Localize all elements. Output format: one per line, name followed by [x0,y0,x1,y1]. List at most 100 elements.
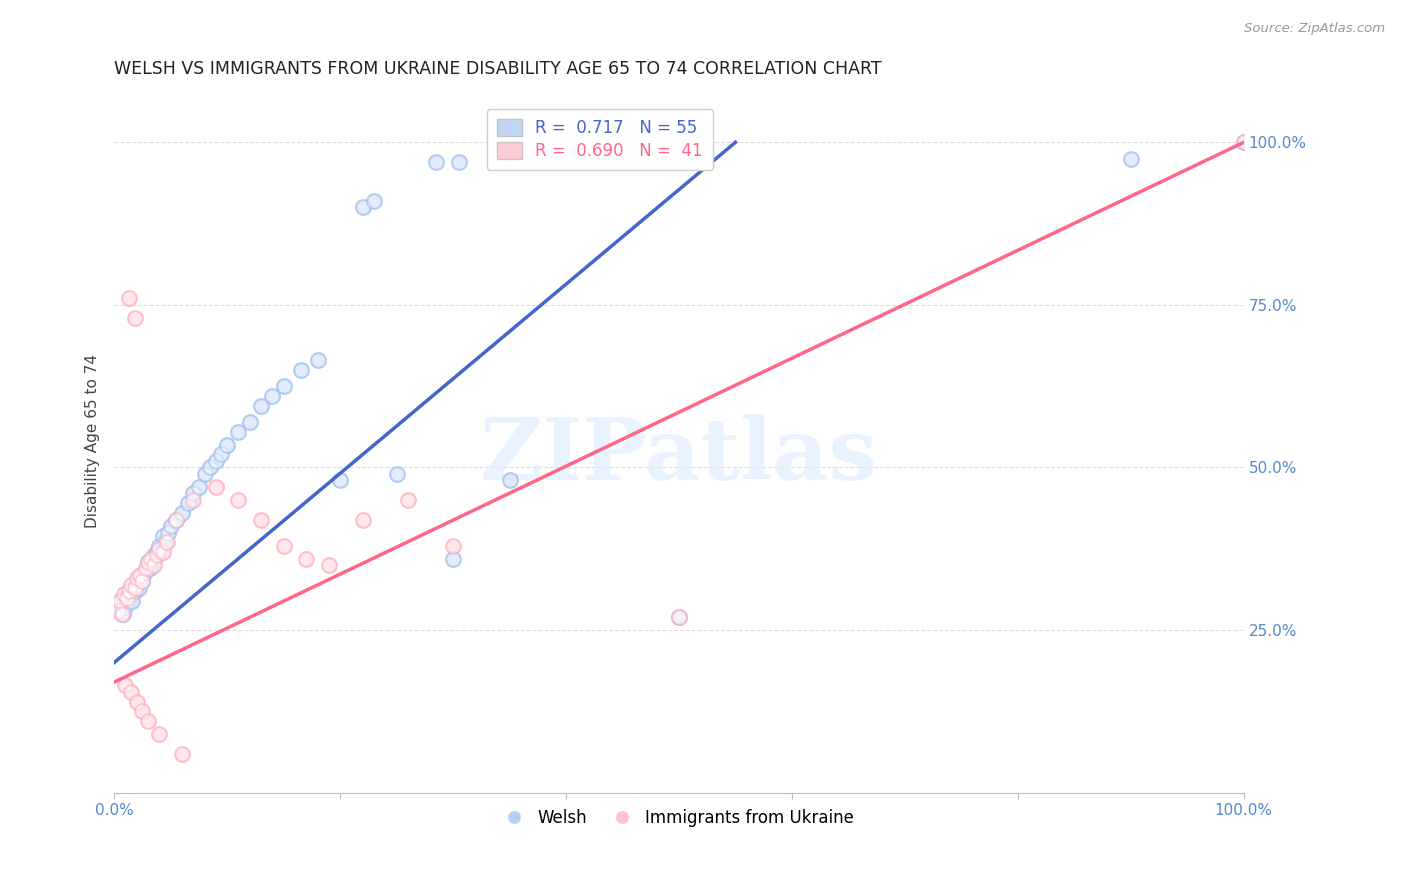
Point [118,292,141,306]
Point [118,584,141,599]
Point [136,714,159,728]
Point [142,549,165,563]
Point [115,591,138,605]
Point [1233,136,1256,150]
Point [111,603,134,617]
Point [153,535,176,549]
Point [146,545,169,559]
Point [165,512,187,526]
Point [295,551,318,566]
Point [124,584,146,599]
Point [352,200,374,214]
Point [239,415,262,429]
Point [129,571,152,585]
Point [250,512,273,526]
Point [165,512,187,526]
Point [250,399,273,413]
Point [363,194,385,208]
Point [668,610,690,624]
Point [352,512,374,526]
Point [117,594,139,608]
Point [111,607,134,621]
Point [217,438,239,452]
Point [136,555,159,569]
Point [205,480,228,494]
Point [148,541,170,556]
Point [142,549,165,563]
Point [211,447,233,461]
Point [120,685,142,699]
Point [318,558,340,572]
Point [352,512,374,526]
Point [136,714,159,728]
Point [108,594,131,608]
Point [131,704,153,718]
Point [136,555,159,569]
Point [112,607,135,621]
Point [165,512,187,526]
Point [125,571,148,585]
Point [125,577,148,591]
Point [148,727,170,741]
Point [139,561,162,575]
Point [120,587,142,601]
Point [385,467,408,481]
Point [118,584,141,599]
Point [329,474,352,488]
Point [447,154,470,169]
Point [290,363,312,377]
Point [1233,136,1256,150]
Point [112,587,135,601]
Point [129,567,152,582]
Point [385,467,408,481]
Point [108,594,131,608]
Point [111,603,134,617]
Point [181,486,204,500]
Point [112,587,135,601]
Point [668,610,690,624]
Text: ZIPatlas: ZIPatlas [479,414,877,498]
Point [441,539,464,553]
Point [165,512,187,526]
Point [120,577,142,591]
Point [152,545,174,559]
Point [273,379,295,393]
Point [107,603,129,617]
Point [396,493,419,508]
Point [228,493,250,508]
Point [131,574,153,589]
Point [176,496,198,510]
Point [124,310,146,325]
Point [118,584,141,599]
Point [441,539,464,553]
Point [131,574,153,589]
Point [125,571,148,585]
Point [447,154,470,169]
Point [181,486,204,500]
Point [107,600,129,615]
Point [1119,152,1142,166]
Point [396,493,419,508]
Point [129,567,152,582]
Point [228,425,250,439]
Point [134,565,156,579]
Point [193,467,215,481]
Point [120,577,142,591]
Point [111,607,134,621]
Point [112,597,135,611]
Point [273,539,295,553]
Y-axis label: Disability Age 65 to 74: Disability Age 65 to 74 [86,354,100,528]
Point [141,551,163,566]
Point [146,549,169,563]
Point [290,363,312,377]
Legend: Welsh, Immigrants from Ukraine: Welsh, Immigrants from Ukraine [498,802,860,833]
Point [159,519,181,533]
Point [152,529,174,543]
Point [170,506,193,520]
Point [121,594,143,608]
Point [211,447,233,461]
Point [441,551,464,566]
Point [148,727,170,741]
Point [318,558,340,572]
Point [124,584,146,599]
